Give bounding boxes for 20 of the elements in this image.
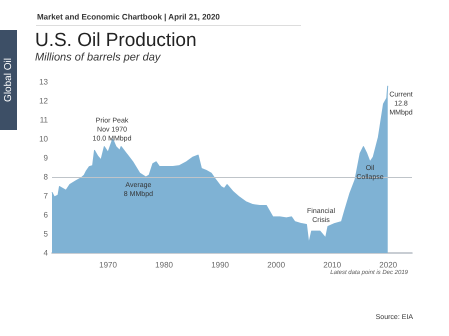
y-tick-label: 11	[40, 116, 49, 124]
text: Market and Economic Chartbook | April 21, 2020	[37, 12, 220, 22]
x-tick-label: 1990	[211, 260, 230, 270]
y-tick-label: 7	[44, 192, 49, 200]
x-tick-label: 2020	[379, 260, 398, 270]
y-tick-label: 4	[44, 248, 49, 258]
y-tick-label: 9	[44, 154, 49, 162]
y-tick-label: 12	[39, 96, 49, 106]
x-tick-label: 2010	[323, 260, 342, 270]
y-tick-label: 8	[44, 172, 49, 182]
chart-subtitle: Millions of barrels per day	[35, 52, 162, 64]
chart-title: U.S. Oil Production	[35, 30, 197, 51]
x-tick-label: 1970	[99, 260, 118, 270]
y-tick-label: 10	[39, 134, 49, 144]
y-tick-label: 13	[39, 78, 49, 86]
x-tick-label: 2000	[267, 260, 286, 270]
x-tick-label: 1980	[155, 260, 174, 270]
y-tick-label: 5	[44, 230, 49, 238]
text: Global Oil	[3, 58, 14, 102]
y-tick-label: 6	[44, 210, 49, 220]
